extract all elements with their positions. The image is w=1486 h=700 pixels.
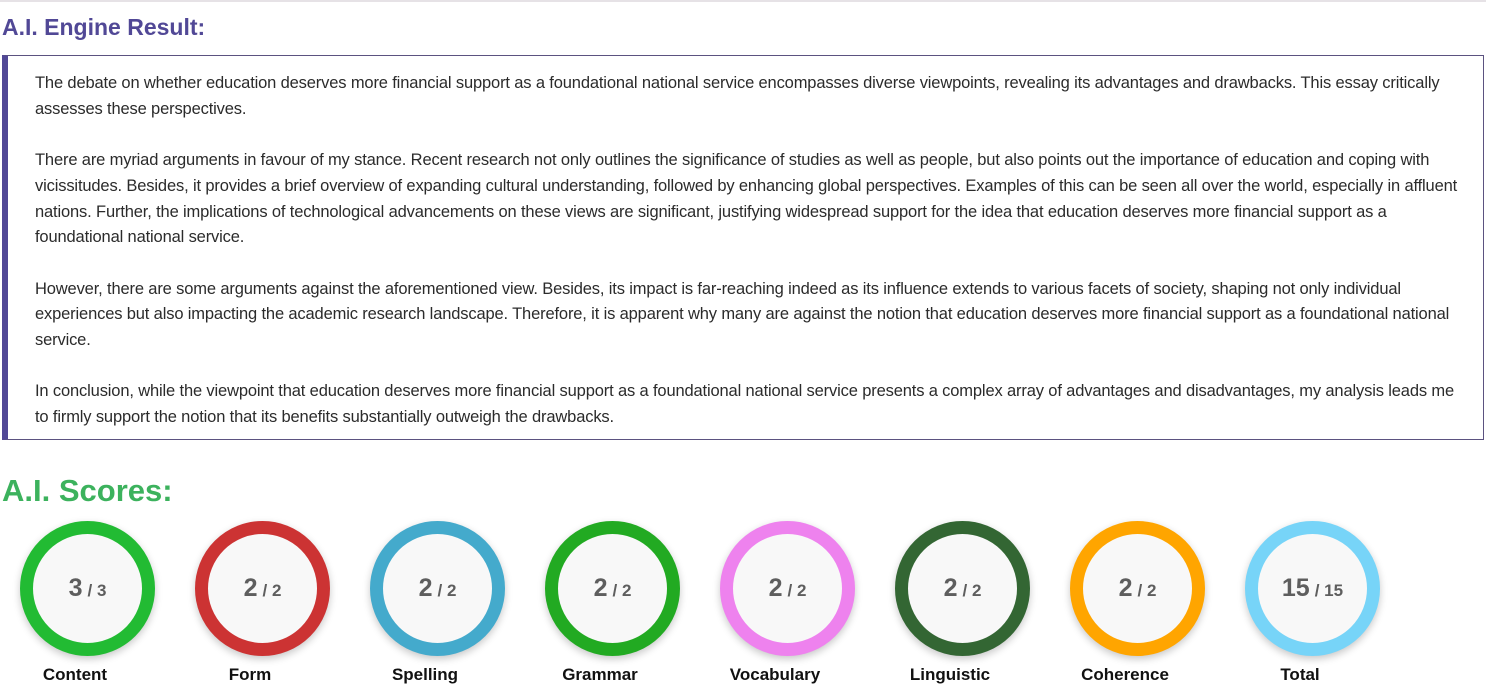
score-number: 2 — [243, 574, 258, 602]
score-total: 15/ 15 Total — [1225, 521, 1400, 700]
score-number: 2 — [943, 574, 958, 602]
score-max: / 2 — [1137, 580, 1157, 600]
score-label: Content — [42, 665, 108, 684]
result-essay-box: The debate on whether education deserves… — [2, 55, 1484, 440]
top-divider — [0, 0, 1486, 2]
score-coherence: 2/ 2 Coherence — [1050, 521, 1225, 700]
score-grammar: 2/ 2 Grammar — [525, 521, 700, 700]
score-ring: 3/ 3 — [20, 521, 155, 656]
score-spelling: 2/ 2 Spelling — [350, 521, 525, 700]
score-max: / 15 — [1314, 580, 1344, 600]
score-form: 2/ 2 Form — [175, 521, 350, 700]
scores-row: 3/ 3 Content 2/ 2 Form 2/ 2 Spelling 2/ … — [0, 521, 1486, 700]
score-label: Grammar — [562, 665, 638, 684]
score-ring: 2/ 2 — [895, 521, 1030, 656]
score-vocabulary: 2/ 2 Vocabulary — [700, 521, 875, 700]
score-content: 3/ 3 Content — [0, 521, 175, 700]
essay-text: The debate on whether education deserves… — [35, 71, 1460, 431]
score-number: 2 — [418, 574, 433, 602]
score-max: / 3 — [87, 580, 107, 600]
score-value: 2/ 2 — [383, 534, 492, 643]
essay-paragraph-against: However, there are some arguments agains… — [35, 279, 1450, 349]
essay-paragraph-intro: The debate on whether education deserves… — [35, 74, 1440, 118]
score-max: / 2 — [262, 580, 282, 600]
score-value: 2/ 2 — [908, 534, 1017, 643]
score-label: Vocabulary — [729, 665, 821, 684]
score-max: / 2 — [962, 580, 982, 600]
score-ring: 15/ 15 — [1245, 521, 1380, 656]
score-value: 2/ 2 — [208, 534, 317, 643]
score-number: 3 — [68, 574, 83, 602]
score-label: Coherence — [1081, 665, 1169, 684]
score-ring: 2/ 2 — [195, 521, 330, 656]
score-linguistic: 2/ 2 Linguistic — [875, 521, 1050, 700]
essay-paragraph-conclusion: In conclusion, while the viewpoint that … — [35, 382, 1455, 427]
score-number: 2 — [768, 574, 783, 602]
score-max: / 2 — [787, 580, 807, 600]
score-value: 2/ 2 — [733, 534, 842, 643]
score-number: 2 — [593, 574, 608, 602]
score-label: Linguistic — [909, 665, 991, 684]
score-value: 2/ 2 — [1083, 534, 1192, 643]
score-ring: 2/ 2 — [370, 521, 505, 656]
score-ring: 2/ 2 — [720, 521, 855, 656]
scores-title: A.I. Scores: — [2, 473, 173, 508]
score-label: Form — [228, 665, 272, 684]
score-label: Total — [1280, 665, 1320, 684]
score-value: 15/ 15 — [1258, 534, 1367, 643]
score-max: / 2 — [437, 580, 457, 600]
score-value: 2/ 2 — [558, 534, 667, 643]
score-label: Spelling — [391, 665, 459, 684]
score-ring: 2/ 2 — [1070, 521, 1205, 656]
score-number: 15 — [1281, 574, 1310, 602]
score-ring: 2/ 2 — [545, 521, 680, 656]
score-value: 3/ 3 — [33, 534, 142, 643]
result-title: A.I. Engine Result: — [2, 14, 206, 40]
score-max: / 2 — [612, 580, 632, 600]
score-number: 2 — [1118, 574, 1133, 602]
essay-paragraph-for: There are myriad arguments in favour of … — [35, 151, 1458, 247]
